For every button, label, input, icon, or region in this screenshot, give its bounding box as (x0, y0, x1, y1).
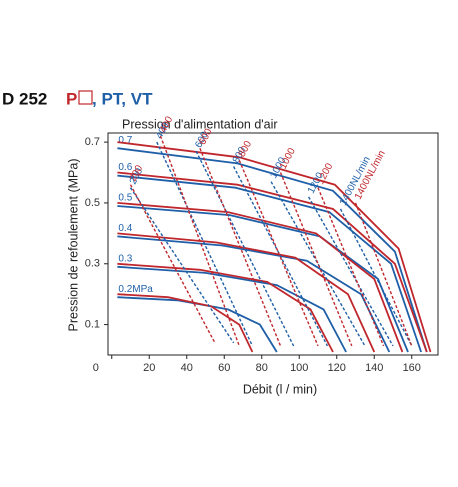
curve (117, 171, 428, 353)
x-tick-label: 60 (218, 362, 230, 374)
curve (117, 147, 428, 353)
curve (199, 147, 282, 347)
curve (159, 135, 240, 347)
plot-frame (107, 132, 439, 356)
curve (156, 141, 254, 347)
x-tick-label: 80 (256, 362, 268, 374)
curve (117, 293, 254, 353)
y-axis-label: Pression de refoulement (MPa) (66, 159, 80, 332)
curve-label: 0.5 (118, 193, 132, 204)
curve (339, 208, 413, 347)
y-tick-label: 0.1 (85, 318, 100, 330)
curve-label: 0.2MPa (118, 284, 153, 295)
curve (354, 202, 413, 347)
curve (117, 262, 334, 353)
x-tick-label: 0 (93, 362, 99, 374)
curve-label: 0.3 (118, 253, 132, 264)
line-label: 1000 (278, 146, 298, 171)
x-axis-label: Débit (l / min) (243, 382, 317, 396)
x-tick-label: 160 (403, 362, 421, 374)
curve (117, 174, 422, 353)
curve-label: 0.4 (118, 223, 132, 234)
line-label: 1200 (315, 161, 335, 186)
curve-label: 0.6 (118, 162, 132, 173)
chart-title: D 252 (2, 89, 47, 108)
y-tick-label: 0.7 (85, 136, 100, 148)
curve (232, 166, 329, 347)
curve (279, 172, 353, 347)
variant-others: , PT, VT (92, 89, 153, 108)
curve (307, 196, 394, 347)
curve (195, 150, 295, 347)
curve (317, 187, 385, 347)
line-label: 800 (237, 139, 255, 159)
y-tick-label: 0.3 (85, 258, 100, 270)
curve (270, 181, 366, 347)
x-tick-label: 40 (181, 362, 193, 374)
curve-label: 0.7 (118, 135, 132, 146)
curve (117, 296, 278, 353)
x-tick-label: 140 (365, 362, 383, 374)
curve (238, 160, 319, 347)
annotation: Pression d'alimentation d'air (122, 117, 278, 131)
variant-box (78, 90, 93, 105)
y-tick-label: 0.5 (85, 197, 100, 209)
x-tick-label: 20 (143, 362, 155, 374)
curve (129, 187, 235, 344)
x-tick-label: 120 (328, 362, 346, 374)
curve (129, 184, 216, 344)
variant-p: P (66, 89, 77, 108)
curve (117, 202, 404, 353)
curve (117, 141, 432, 353)
x-tick-label: 100 (290, 362, 308, 374)
curve (117, 232, 376, 353)
